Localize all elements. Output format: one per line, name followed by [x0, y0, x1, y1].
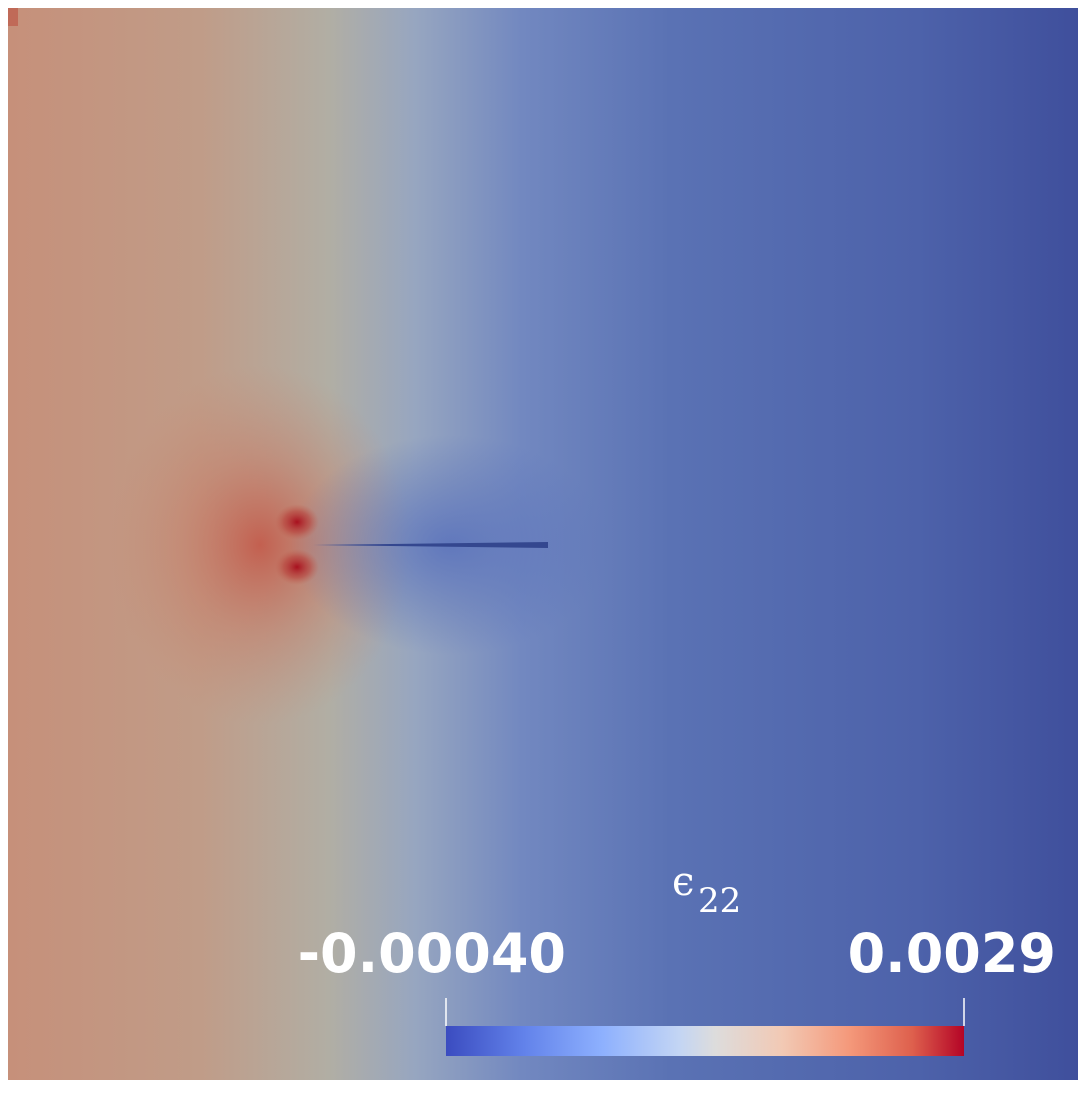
legend-title: ϵ	[672, 859, 694, 905]
corner	[8, 8, 18, 26]
legend-max-label: 0.0029	[848, 922, 1056, 985]
legend-bar	[446, 1026, 964, 1056]
tip-lobe	[275, 504, 319, 540]
legend-title-subscript: 22	[698, 881, 741, 921]
crack	[313, 542, 548, 548]
tip-lobe	[275, 549, 319, 585]
color-legend: ϵ 22 -0.00040 0.0029	[298, 859, 1056, 1056]
tip-warm-zone	[110, 365, 410, 725]
legend-min-label: -0.00040	[298, 922, 566, 985]
